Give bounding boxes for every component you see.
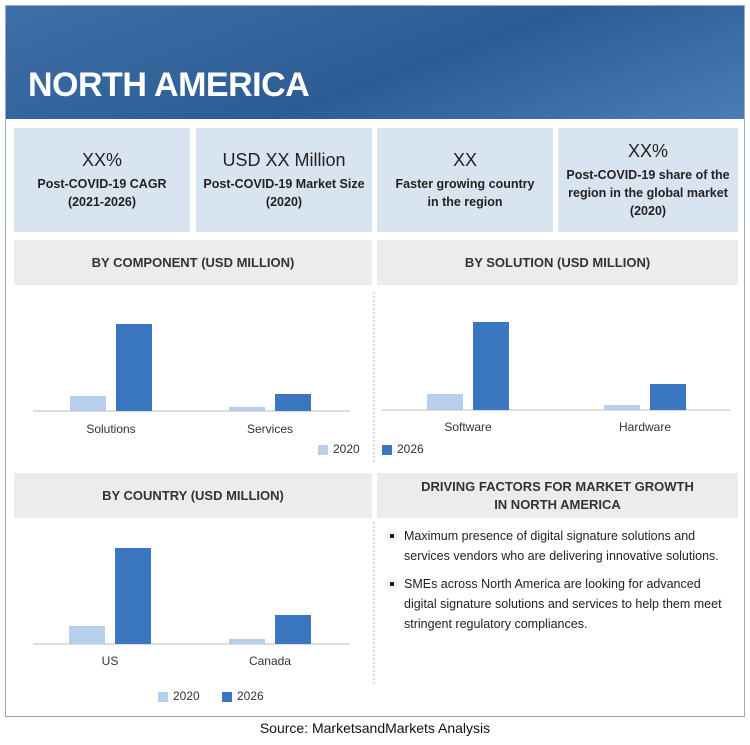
bar — [70, 396, 106, 411]
bar — [275, 615, 311, 644]
panel-title-line: DRIVING FACTORS FOR MARKET GROWTH — [421, 478, 694, 494]
x-tick-label: Software — [444, 420, 492, 434]
kpi-value: XX — [452, 149, 477, 170]
kpi-label: Post-COVID-19 CAGR — [37, 176, 167, 191]
header-title: NORTH AMERICA — [28, 66, 310, 104]
kpi-value: XX% — [627, 140, 669, 161]
factor-list: Maximum presence of digital signature so… — [388, 526, 733, 642]
kpi-box: XX% Post-COVID-19 share of the region in… — [558, 128, 738, 232]
kpi-label: Post-COVID-19 share of the — [566, 167, 730, 182]
kpi-label: region in the global market — [568, 185, 728, 200]
kpi-label: in the region — [427, 194, 503, 209]
bar — [229, 407, 265, 411]
bar — [650, 384, 686, 410]
header-banner — [5, 5, 745, 119]
bar — [427, 394, 463, 410]
kpi-value: XX% — [81, 149, 123, 170]
legend-swatch — [158, 692, 168, 702]
x-tick-label: Services — [247, 422, 293, 436]
bar — [275, 394, 311, 411]
factor-item: SMEs across North America are looking fo… — [388, 574, 733, 634]
legend-label: 2026 — [397, 442, 424, 456]
x-tick-label: US — [102, 654, 119, 668]
panel-title: DRIVING FACTORS FOR MARKET GROWTH IN NOR… — [377, 473, 738, 518]
kpi-label: (2020) — [629, 203, 667, 218]
legend-label: 2020 — [333, 442, 360, 456]
panel-title-line: IN NORTH AMERICA — [494, 496, 621, 512]
legend-swatch — [318, 445, 328, 455]
panel-title: BY COUNTRY (USD MILLION) — [14, 473, 372, 518]
kpi-box: XX% Post-COVID-19 CAGR (2021-2026) — [14, 128, 190, 232]
panel-title: BY SOLUTION (USD MILLION) — [377, 240, 738, 285]
kpi-box: USD XX Million Post-COVID-19 Market Size… — [196, 128, 372, 232]
bar — [115, 548, 151, 644]
factor-item: Maximum presence of digital signature so… — [388, 526, 733, 566]
bar — [604, 405, 640, 410]
legend-label: 2020 — [173, 689, 200, 703]
legend-swatch — [382, 445, 392, 455]
source-note: Source: MarketsandMarkets Analysis — [259, 720, 491, 736]
bar — [229, 639, 265, 644]
x-tick-label: Solutions — [86, 422, 135, 436]
bar — [116, 324, 152, 411]
bar — [69, 626, 105, 644]
bar — [473, 322, 509, 410]
legend-label: 2026 — [237, 689, 264, 703]
kpi-box: XX Faster growing country in the region — [377, 128, 553, 232]
kpi-value: USD XX Million — [222, 149, 346, 170]
kpi-label: (2021-2026) — [67, 194, 137, 209]
x-tick-label: Hardware — [619, 420, 671, 434]
kpi-label: Post-COVID-19 Market Size — [203, 176, 365, 191]
panel-title: BY COMPONENT (USD MILLION) — [14, 240, 372, 285]
x-tick-label: Canada — [249, 654, 291, 668]
kpi-label: Faster growing country — [395, 176, 535, 191]
legend-swatch — [222, 692, 232, 702]
kpi-label: (2020) — [265, 194, 303, 209]
frame — [5, 5, 745, 717]
